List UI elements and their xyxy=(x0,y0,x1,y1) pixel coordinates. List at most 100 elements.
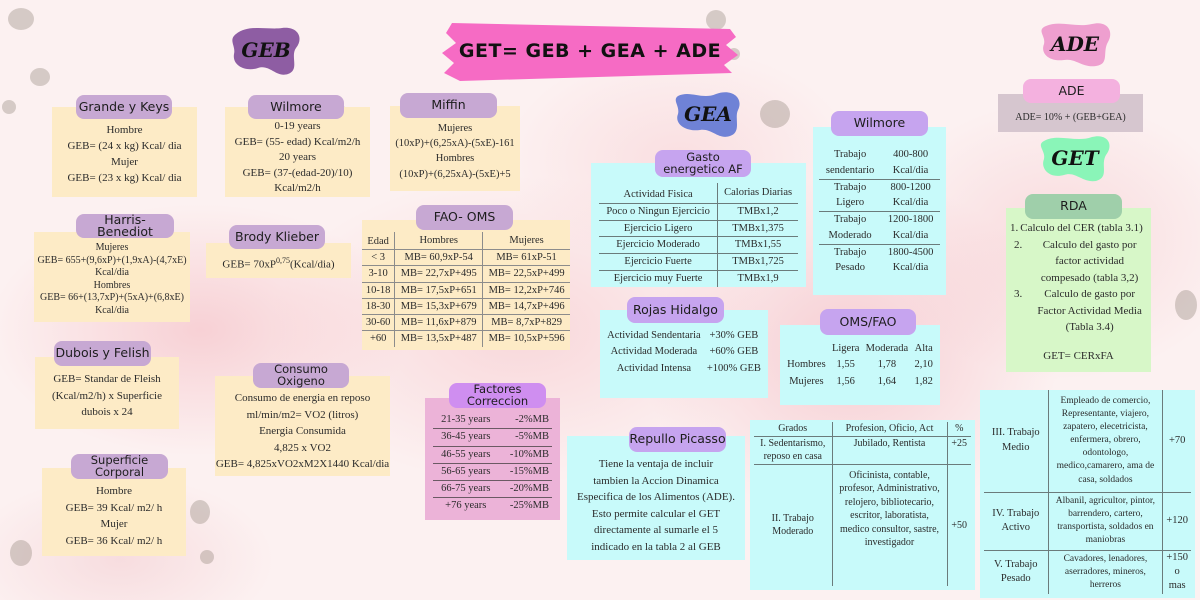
rojas-table: Actividad Sendentaria +30% GEB Actividad … xyxy=(604,328,764,377)
panel-line: 4,825 x VO2 xyxy=(274,441,331,454)
consumo-oxigeno-panel: Consumo de energia en reposo ml/min/m2= … xyxy=(215,376,390,476)
ink-splatter xyxy=(10,540,32,566)
panel-line: GEB= 36 Kcal/ m2/ h xyxy=(65,534,163,547)
panel-line: (10xP)+(6,25xA)-(5xE)-161 xyxy=(395,138,515,150)
wilmore-geb-panel: 0-19 years GEB= (55- edad) Kcal/m2/h 20 … xyxy=(225,107,370,197)
table-row: +60 MB= 13,5xP+487 MB= 10,5xP+596 xyxy=(362,330,570,347)
panel-line: GEB= 39 Kcal/ m2/ h xyxy=(65,501,163,514)
table-row: Poco o Ningun Ejercicio TMBx1,2 xyxy=(599,203,798,220)
page-title: GET= GEB + GEA + ADE xyxy=(440,15,740,87)
ade-formula: ADE= 10% + (GEB+GEA) xyxy=(1015,112,1126,123)
table-row: Hombres 1,55 1,78 2,10 xyxy=(787,359,933,371)
table-row: 18-30 MB= 15,3xP+679 MB= 14,7xP+496 xyxy=(362,298,570,315)
table-row: Actividad Sendentaria +30% GEB xyxy=(607,330,759,341)
panel-line: tambien la Accion Dinamica xyxy=(593,474,719,487)
table-row: +76 years -25%MB xyxy=(445,500,549,512)
ink-splatter xyxy=(1175,290,1197,320)
table-row: 66-75 years -20%MB xyxy=(433,481,552,498)
table-row: Mujeres 1,56 1,64 1,82 xyxy=(789,375,933,387)
wilmore-gea-panel: Trabajo 400-800 sendentario Kcal/dia Traba… xyxy=(813,127,946,295)
ink-splatter xyxy=(2,100,16,114)
grande-keys-panel: Hombre GEB= (24 x kg) Kcal/ dia Mujer GE… xyxy=(52,107,197,197)
brody-klieber-title: Brody Klieber xyxy=(229,225,325,249)
rda-step: 1. Calculo del CER (tabla 3.1) xyxy=(1010,222,1143,234)
table-row: Trabajo 1200-1800 xyxy=(833,214,934,225)
gasto-energetico-af-title: Gasto energetico AF xyxy=(655,150,751,177)
panel-line: (10xP)+(6,25xA)-(5xE)+5 xyxy=(399,168,511,180)
panel-line: Consumo de energia en reposo xyxy=(234,392,371,404)
geb-section-blob: GEB xyxy=(228,24,304,76)
table-row: Ejercicio Moderado TMBx1,55 xyxy=(599,236,798,254)
formula-base: GEB= 70xP xyxy=(222,258,276,271)
oms-fao-title: OMS/FAO xyxy=(820,309,916,335)
repullo-picasso-panel: Tiene la ventaja de incluir tambien la A… xyxy=(567,436,745,560)
gasto-af-table: Actividad Fisica Calorias Diarias Poco o… xyxy=(599,183,798,287)
harris-benedict-panel: Mujeres GEB= 655+(9,6xP)+(1,9xA)-(4,7xE)… xyxy=(34,232,190,322)
panel-line: Mujer xyxy=(100,518,128,530)
fao-oms-panel: Edad Hombres Mujeres < 3 MB= 60,9xP-54 M… xyxy=(362,220,570,350)
ade-section-blob: ADE xyxy=(1036,20,1114,68)
rda-title: RDA xyxy=(1025,194,1122,219)
table-row: I. Sedentarismo, reposo en casa Jubilado… xyxy=(754,436,971,464)
panel-line: (Kcal/m2/h) x Superficie xyxy=(52,389,162,402)
brush-stroke-shape xyxy=(442,23,738,81)
fao-oms-title: FAO- OMS xyxy=(416,205,513,230)
panel-line: GEB= (24 x kg) Kcal/ dia xyxy=(67,139,182,152)
ink-splatter xyxy=(30,68,50,86)
panel-line: ml/min/m2= VO2 (litros) xyxy=(246,408,359,421)
formula-exponent: 0,75 xyxy=(275,256,290,265)
table-row: Trabajo 800-1200 xyxy=(833,181,931,193)
gasto-energetico-af-panel: Actividad Fisica Calorias Diarias Poco o… xyxy=(591,163,806,287)
panel-line: Mujeres xyxy=(95,242,129,253)
table-row: 3-10 MB= 22,7xP+495 MB= 22,5xP+499 xyxy=(362,265,570,283)
consumo-oxigeno-title: Consumo Oxigeno xyxy=(253,363,349,388)
superficie-corporal-panel: Hombre GEB= 39 Kcal/ m2/ h Mujer GEB= 36… xyxy=(42,468,186,556)
wilmore-gea-title: Wilmore xyxy=(831,111,928,136)
wilmore-gea-table: Trabajo 400-800 sendentario Kcal/dia Traba… xyxy=(819,147,940,276)
panel-line: Mujeres xyxy=(437,123,473,134)
table-row: Ejercicio Fuerte TMBx1,725 xyxy=(599,253,798,271)
factores-correccion-panel: 21-35 years -2%MB 36-45 years -5%MB 46-55 … xyxy=(425,398,560,520)
formula-unit: (Kcal/dia) xyxy=(289,258,335,271)
table-row: Actividad Intensa +100% GEB xyxy=(616,362,761,374)
oms-fao-table: Ligera Moderada Alta Hombres 1,55 1,78 2,10 M… xyxy=(784,341,936,390)
panel-line: Hombre xyxy=(95,485,133,497)
table-row: 21-35 years -2%MB xyxy=(433,412,552,429)
factores-correccion-title: Factores Correccion xyxy=(449,383,546,408)
panel-line: GEB= 4,825xVO2xM2X1440 Kcal/dia xyxy=(215,458,390,470)
panel-line: GEB= 66+(13,7xP)+(5xA)+(6,8xE) xyxy=(40,292,184,303)
panel-line: dubois x 24 xyxy=(81,406,133,418)
panel-line: directamente al sumarle el 5 xyxy=(594,524,718,536)
table-row: Trabajo 1800-4500 xyxy=(833,246,934,258)
wilmore-geb-title: Wilmore xyxy=(248,95,344,119)
panel-line: Kcal/dia xyxy=(95,304,129,316)
title-text: GET= GEB + GEA + ADE xyxy=(458,40,722,62)
table-row: 56-65 years -15%MB xyxy=(433,463,552,481)
ink-splatter xyxy=(760,100,790,128)
panel-line: Mujer xyxy=(111,155,138,168)
table-row: Ejercicio Ligero TMBx1,375 xyxy=(599,220,798,237)
panel-line: Tiene la ventaja de incluir xyxy=(598,458,714,470)
rda-step: 3. Calculo de gasto por Factor Actividad… xyxy=(1014,288,1142,333)
miffin-panel: Mujeres (10xP)+(6,25xA)-(5xE)-161 Hombre… xyxy=(390,106,520,191)
rojas-hidalgo-panel: Actividad Sendentaria +30% GEB Actividad … xyxy=(600,310,768,398)
table-row: II. Trabajo Moderado Oficinista, contabl… xyxy=(754,464,971,586)
fao-oms-table: Edad Hombres Mujeres < 3 MB= 60,9xP-54 M… xyxy=(362,232,570,347)
get-section-blob: GET xyxy=(1036,133,1114,183)
rda-step: 2. Calculo del gasto por factor activida… xyxy=(1014,238,1139,284)
rojas-hidalgo-title: Rojas Hidalgo xyxy=(627,297,724,323)
panel-line: Hombres xyxy=(93,279,131,291)
grados-table-continued-panel: III. Trabajo Medio Empleado de comercio,… xyxy=(980,390,1195,598)
panel-line: Especifica de los Alimentos (ADE). xyxy=(577,491,735,503)
table-row: 36-45 years -5%MB xyxy=(433,429,552,447)
panel-line: Esto permite calcular el GET xyxy=(591,507,721,520)
table-row: 30-60 MB= 11,6xP+879 MB= 8,7xP+829 xyxy=(362,314,570,331)
panel-line: GEB= (55- edad) Kcal/m2/h xyxy=(234,135,361,148)
table-row: Trabajo 400-800 xyxy=(833,149,929,160)
table-row: III. Trabajo Medio Empleado de comercio,… xyxy=(984,390,1191,492)
table-row: IV. Trabajo Activo Albanil, agricultor, … xyxy=(984,492,1191,550)
table-row: 46-55 years -10%MB xyxy=(433,446,552,464)
panel-line: GEB= (37-(edad-20)/10) xyxy=(242,166,353,179)
table-row: Actividad Moderada +60% GEB xyxy=(610,346,759,358)
ink-splatter xyxy=(8,8,34,30)
